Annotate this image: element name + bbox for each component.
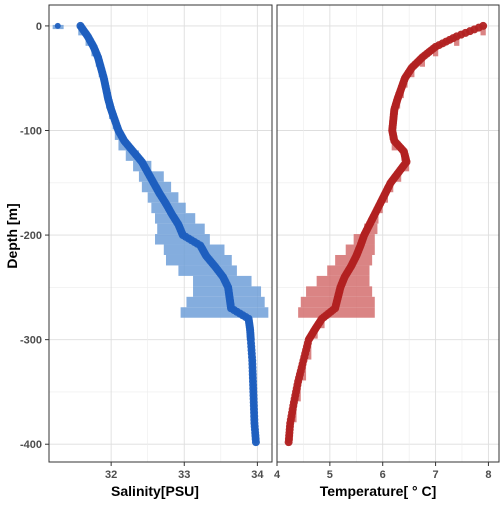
salinity-spread-bar <box>178 265 237 276</box>
y-tick-label: -400 <box>20 439 42 451</box>
y-tick-label: -200 <box>20 230 42 242</box>
salinity-x-ticks: 32 33 34 <box>105 462 264 481</box>
salinity-panel-border <box>48 4 273 463</box>
salinity-spread-bar <box>180 307 269 318</box>
temperature-x-tick-label: 5 <box>327 469 333 481</box>
salinity-spread-bar <box>163 244 225 255</box>
temperature-gridlines <box>276 5 499 462</box>
temperature-point <box>284 438 293 447</box>
salinity-gridlines <box>49 5 272 462</box>
salinity-point <box>251 438 260 447</box>
temperature-spread-bar <box>454 35 460 46</box>
temperature-panel: 4 5 6 7 8 <box>274 4 500 481</box>
temperature-spread-bar <box>298 307 375 318</box>
salinity-x-axis-title: Salinity[PSU] <box>111 483 199 499</box>
y-tick-label: 0 <box>36 21 42 33</box>
salinity-spread-bar <box>155 234 210 245</box>
temperature-x-tick-label: 7 <box>433 469 439 481</box>
temperature-x-tick-label: 6 <box>380 469 386 481</box>
temperature-panel-border <box>276 4 500 463</box>
temperature-points <box>284 21 488 447</box>
temperature-x-ticks: 4 5 6 7 8 <box>274 462 491 481</box>
salinity-x-tick-label: 34 <box>251 469 264 481</box>
y-tick-label: -300 <box>20 335 42 347</box>
salinity-point <box>54 22 61 29</box>
salinity-x-tick-label: 33 <box>178 469 190 481</box>
salinity-panel: 32 33 34 <box>48 4 273 481</box>
temperature-x-tick-label: 8 <box>485 469 491 481</box>
salinity-spread-bar <box>165 254 232 266</box>
temperature-x-tick-label: 4 <box>274 469 281 481</box>
salinity-points <box>54 21 260 447</box>
salinity-x-tick-label: 32 <box>105 469 117 481</box>
salinity-spread-bar <box>186 296 265 308</box>
depth-y-ticks: 0 -100 -200 -300 -400 <box>20 21 49 451</box>
temperature-spread-bar <box>480 24 486 36</box>
y-axis-title: Depth [m] <box>4 203 20 268</box>
temperature-x-axis-title: Temperature[ ° C] <box>320 483 437 499</box>
y-tick-label: -100 <box>20 125 42 137</box>
